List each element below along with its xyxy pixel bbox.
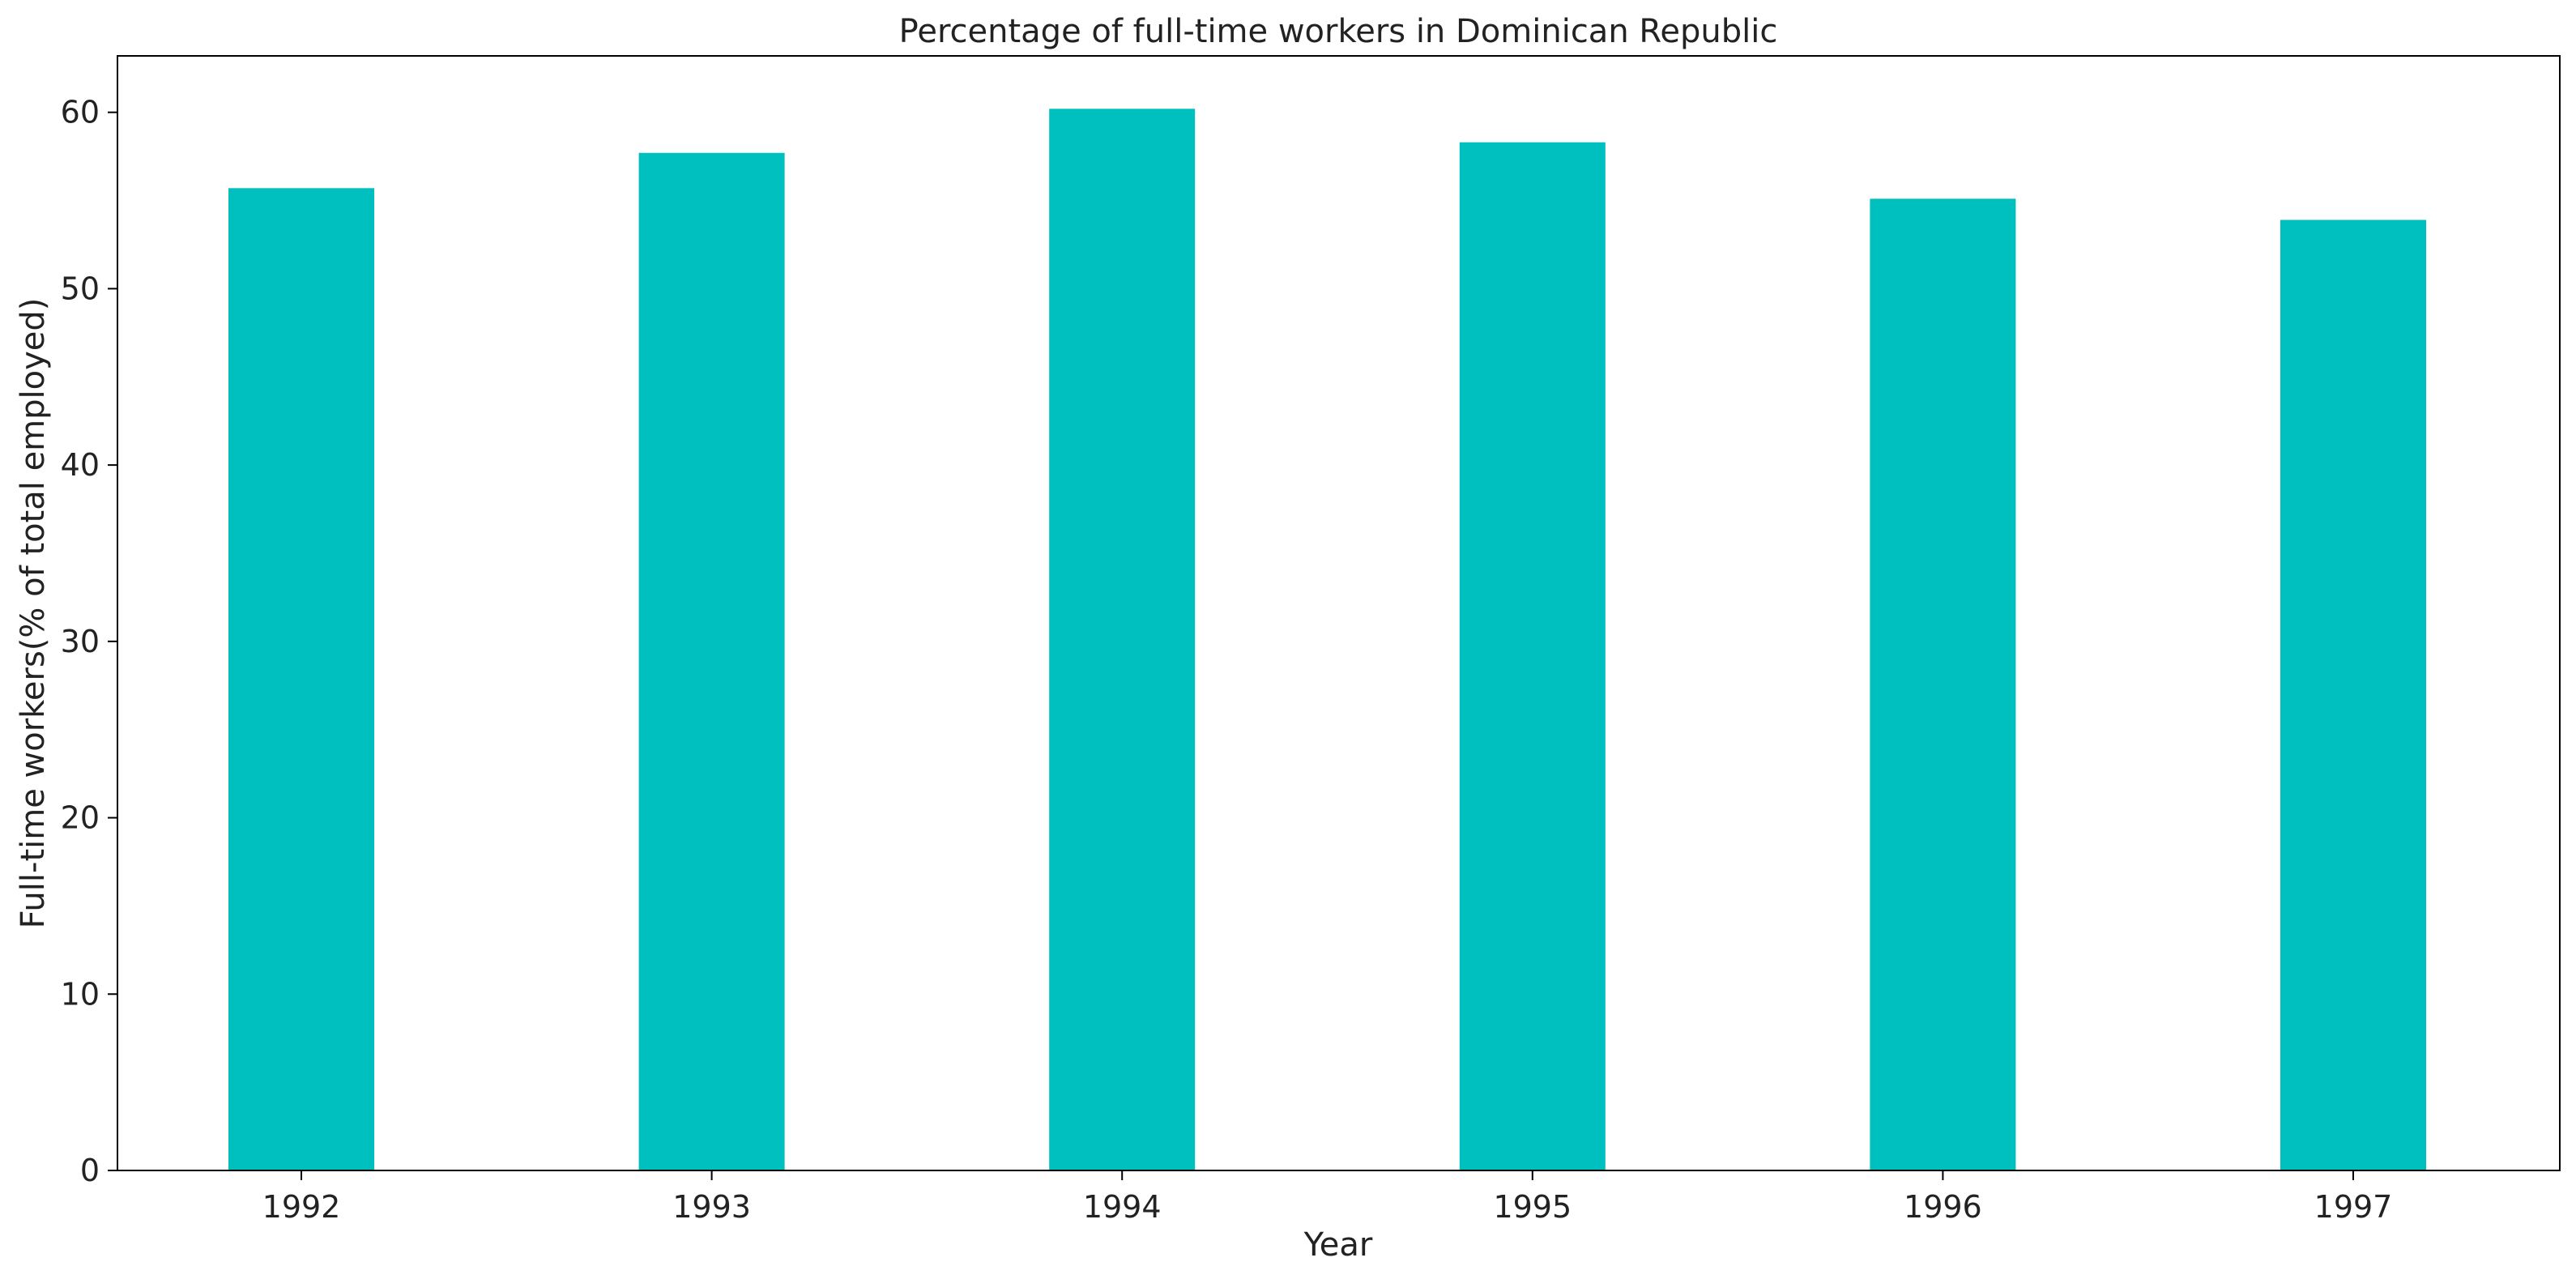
bars-group: [228, 109, 2426, 1171]
bar-1993: [638, 152, 785, 1171]
y-tick-label: 50: [61, 271, 100, 306]
y-axis-ticks: 0 10 20 30 40 50 60: [61, 95, 117, 1188]
x-tick-label: 1995: [1493, 1189, 1572, 1225]
bar-1994: [1049, 109, 1196, 1171]
bar-1996: [1870, 198, 2016, 1170]
bar-1997: [2280, 220, 2426, 1171]
bar-1995: [1459, 142, 1606, 1170]
x-tick-label: 1992: [262, 1189, 341, 1225]
x-axis-label: Year: [1303, 1226, 1373, 1264]
y-tick-label: 30: [61, 624, 100, 659]
y-axis-label: Full-time workers(% of total employed): [15, 298, 52, 929]
plot-frame: [117, 55, 2561, 1171]
x-tick-label: 1993: [672, 1189, 751, 1225]
y-tick-label: 40: [61, 447, 100, 483]
chart-title: Percentage of full-time workers in Domin…: [899, 13, 1778, 50]
y-tick-label: 0: [80, 1153, 100, 1188]
y-tick-label: 10: [61, 976, 100, 1012]
x-tick-label: 1997: [2314, 1189, 2393, 1225]
y-tick-label: 20: [61, 800, 100, 836]
x-axis-ticks: 1992 1993 1994 1995 1996 1997: [262, 1170, 2393, 1225]
x-tick-label: 1996: [1904, 1189, 1982, 1225]
bar-1992: [228, 188, 374, 1170]
x-tick-label: 1994: [1083, 1189, 1162, 1225]
y-tick-label: 60: [61, 95, 100, 130]
